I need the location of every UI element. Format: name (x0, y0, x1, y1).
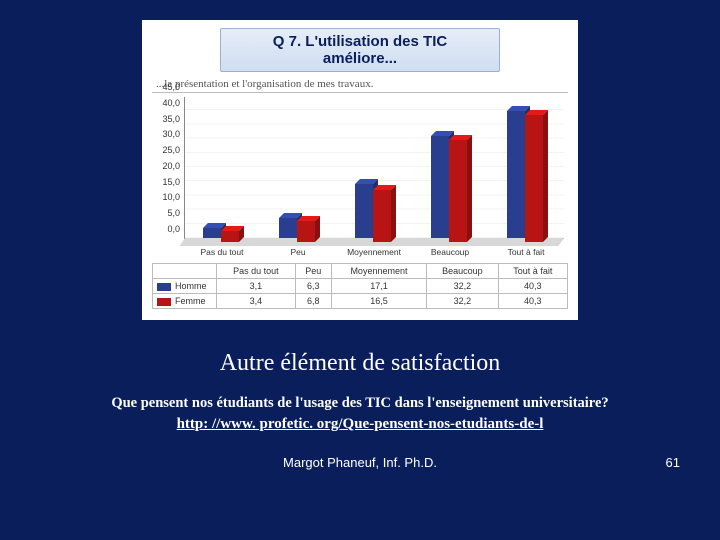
table-cell: 16,5 (331, 294, 426, 309)
table-cell: 6,8 (295, 294, 331, 309)
bar (449, 140, 467, 242)
source-link[interactable]: http: //www. profetic. org/Que-pensent-n… (0, 416, 720, 433)
bars-area (184, 97, 564, 239)
table-header-cell: Tout à fait (498, 264, 567, 279)
chart-title-line2: améliore... (229, 50, 491, 67)
y-tick: 25,0 (162, 145, 180, 155)
table-cell: 6,3 (295, 279, 331, 294)
y-tick: 35,0 (162, 114, 180, 124)
legend-cell: Femme (153, 294, 217, 309)
table-cell: 32,2 (427, 279, 499, 294)
table-cell: 3,1 (217, 279, 296, 294)
chart-title-line1: Q 7. L'utilisation des TIC (229, 33, 491, 50)
legend-swatch (157, 283, 171, 291)
y-tick: 10,0 (162, 192, 180, 202)
y-tick: 30,0 (162, 129, 180, 139)
bar (355, 184, 373, 238)
y-tick: 5,0 (167, 208, 180, 218)
table-cell: 32,2 (427, 294, 499, 309)
x-axis-labels: Pas du tout Peu Moyennement Beaucoup Tout à … (184, 243, 564, 257)
x-label: Beaucoup (431, 247, 469, 257)
bar (221, 231, 239, 242)
bar (203, 228, 221, 238)
table-cell: 40,3 (498, 294, 567, 309)
chart-panel: Q 7. L'utilisation des TIC améliore... .… (142, 20, 578, 320)
plot-area: 0,05,010,015,020,025,030,035,040,045,0 P… (152, 97, 568, 257)
table-header-cell: Moyennement (331, 264, 426, 279)
legend-label: Homme (175, 281, 207, 291)
table-cell: 3,4 (217, 294, 296, 309)
table-cell: 40,3 (498, 279, 567, 294)
chart-title: Q 7. L'utilisation des TIC améliore... (220, 28, 500, 72)
table-header-cell: Peu (295, 264, 331, 279)
table-cell: 17,1 (331, 279, 426, 294)
x-label: Peu (290, 247, 305, 257)
page-number: 61 (666, 455, 680, 470)
y-tick: 0,0 (167, 224, 180, 234)
y-tick: 20,0 (162, 161, 180, 171)
x-label: Moyennement (347, 247, 401, 257)
legend-label: Femme (175, 296, 206, 306)
bar (297, 221, 315, 242)
y-tick: 40,0 (162, 98, 180, 108)
data-table: Pas du toutPeuMoyennementBeaucoupTout à … (152, 263, 568, 309)
bar (373, 190, 391, 242)
bar (431, 136, 449, 238)
chart-subtitle: ...la présentation et l'organisation de … (152, 76, 568, 93)
legend-cell: Homme (153, 279, 217, 294)
question-text: Que pensent nos étudiants de l'usage des… (0, 395, 720, 412)
author-footer: Margot Phaneuf, Inf. Ph.D. (0, 455, 720, 470)
bar (279, 218, 297, 238)
bar (507, 111, 525, 238)
table-header-cell: Beaucoup (427, 264, 499, 279)
y-axis: 0,05,010,015,020,025,030,035,040,045,0 (152, 97, 182, 239)
legend-swatch (157, 298, 171, 306)
slide-caption: Autre élément de satisfaction (0, 350, 720, 377)
x-label: Tout à fait (508, 247, 545, 257)
bar (525, 115, 543, 242)
y-tick: 45,0 (162, 82, 180, 92)
x-label: Pas du tout (200, 247, 243, 257)
table-header-cell: Pas du tout (217, 264, 296, 279)
y-tick: 15,0 (162, 177, 180, 187)
